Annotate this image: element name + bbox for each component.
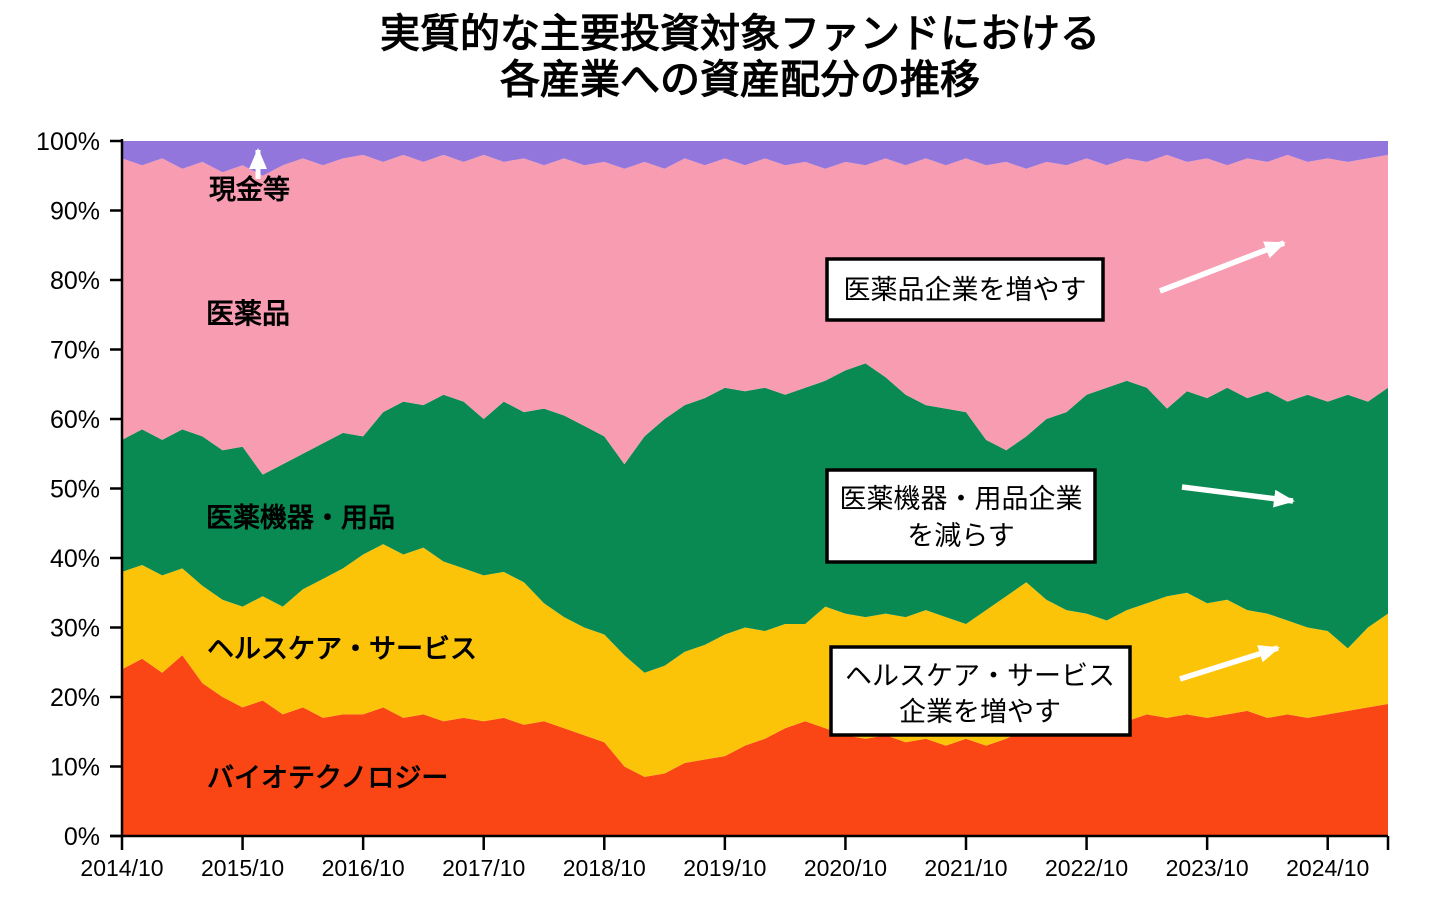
x-axis-label: 2018/10: [563, 855, 646, 881]
annotation-text-line1: ヘルスケア・サービス: [845, 661, 1115, 691]
annotation-pharma-increase: 医薬品企業を増やす: [825, 257, 1105, 322]
y-axis-label: 50%: [50, 476, 100, 504]
area-label-cash: 現金等: [209, 174, 290, 205]
area-biotech: [122, 655, 1388, 836]
x-axis-label: 2024/10: [1286, 855, 1369, 881]
x-axis-label: 2021/10: [924, 855, 1007, 881]
x-axis-label: 2017/10: [442, 855, 525, 881]
y-axis-label: 30%: [50, 615, 100, 643]
y-axis-label: 40%: [50, 545, 100, 573]
annotation-devices-decrease: 医薬機器・用品企業 を減らす: [825, 468, 1097, 564]
pharma-increase-arrow-icon: [1159, 240, 1286, 294]
y-axis-label: 60%: [50, 406, 100, 434]
chart-title-line2: 各産業への資産配分の推移: [500, 58, 980, 102]
area-label-biotech: バイオテクノロジー: [207, 763, 448, 793]
y-axis-label: 10%: [50, 754, 100, 782]
chart-title-line1: 実質的な主要投資対象ファンドにおける: [380, 12, 1100, 56]
y-axis-label: 90%: [50, 198, 100, 226]
annotation-text-line1: 医薬機器・用品企業: [840, 484, 1083, 514]
area-label-pharma: 医薬品: [206, 298, 290, 329]
annotation-text-line2: 企業を増やす: [899, 697, 1061, 727]
y-axis-label: 20%: [50, 684, 100, 712]
annotation-healthcare-increase: ヘルスケア・サービス 企業を増やす: [829, 645, 1132, 737]
area-label-devices: 医薬機器・用品: [206, 503, 395, 533]
y-axis-label: 100%: [36, 128, 100, 156]
y-axis-label: 80%: [50, 267, 100, 295]
annotation-box: [829, 645, 1132, 737]
area-devices: [122, 363, 1388, 673]
x-axis-label: 2022/10: [1045, 855, 1128, 881]
x-axis-label: 2016/10: [322, 855, 405, 881]
y-axis-label: 70%: [50, 337, 100, 365]
x-axis-label: 2023/10: [1166, 855, 1249, 881]
healthcare-increase-arrow-icon: [1179, 645, 1280, 682]
x-axis-label: 2015/10: [201, 855, 284, 881]
area-label-healthcare: ヘルスケア・サービス: [207, 634, 477, 664]
annotation-box: [825, 468, 1097, 564]
y-axis-ticks: 0% 10% 20% 30% 40% 50% 60% 70% 80% 90% 100%: [36, 128, 122, 851]
y-axis-label: 0%: [64, 823, 100, 851]
annotation-box: [825, 257, 1105, 322]
annotation-text-line2: を減らす: [907, 521, 1014, 551]
area-pharma: [122, 154, 1388, 475]
x-axis-label: 2020/10: [804, 855, 887, 881]
trend-arrows: [249, 148, 1295, 682]
x-axis-label: 2019/10: [683, 855, 766, 881]
x-axis-label: 2014/10: [80, 855, 163, 881]
area-cash: [122, 141, 1388, 176]
annotation-text: 医薬品企業を増やす: [844, 275, 1087, 305]
x-axis-ticks: 2014/10 2015/10 2016/10 2017/10 2018/10 2019/…: [80, 836, 1390, 881]
devices-decrease-arrow-icon: [1181, 484, 1295, 508]
